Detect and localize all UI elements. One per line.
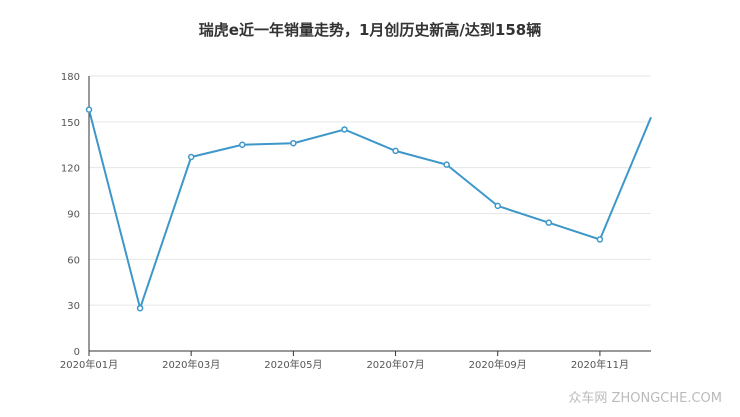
x-tick-label: 2020年05月 bbox=[264, 358, 322, 371]
y-tick-label: 90 bbox=[67, 210, 80, 221]
data-point bbox=[443, 161, 450, 168]
grid-lines bbox=[89, 75, 651, 306]
data-point bbox=[290, 139, 297, 147]
y-tick-label: 0 bbox=[74, 347, 80, 358]
x-tick-label: 2020年07月 bbox=[366, 358, 424, 371]
x-tick-label: 2020年11月 bbox=[571, 358, 629, 371]
data-point bbox=[85, 106, 93, 113]
y-tick-label: 60 bbox=[67, 255, 80, 266]
y-tick-label: 30 bbox=[67, 301, 80, 312]
x-tick-label: 2020年03月 bbox=[162, 358, 220, 371]
series-line bbox=[85, 106, 652, 312]
data-point bbox=[187, 153, 195, 161]
data-point bbox=[494, 202, 501, 210]
x-axis: 2020年01月 2020年03月 2020年05月 2020年07月 2020年09月… bbox=[60, 350, 651, 371]
y-tick-label: 180 bbox=[61, 72, 80, 83]
watermark: 众车网 ZHONGCHE.COM bbox=[568, 390, 722, 406]
chart-title: 瑞虎e近一年销量走势，1月创历史新高/达到158辆 bbox=[199, 21, 541, 39]
data-point bbox=[545, 219, 553, 226]
x-tick-label: 2020年01月 bbox=[60, 358, 118, 371]
data-point bbox=[596, 236, 604, 243]
y-axis: 0 30 60 90 120 150 180 bbox=[61, 72, 90, 358]
data-point bbox=[136, 304, 144, 312]
series-polyline bbox=[88, 109, 652, 312]
data-point bbox=[341, 126, 348, 133]
y-tick-label: 120 bbox=[61, 164, 80, 175]
data-point bbox=[239, 141, 246, 148]
x-tick-label: 2020年09月 bbox=[469, 358, 527, 371]
y-tick-label: 150 bbox=[61, 118, 80, 129]
data-point bbox=[392, 147, 399, 155]
